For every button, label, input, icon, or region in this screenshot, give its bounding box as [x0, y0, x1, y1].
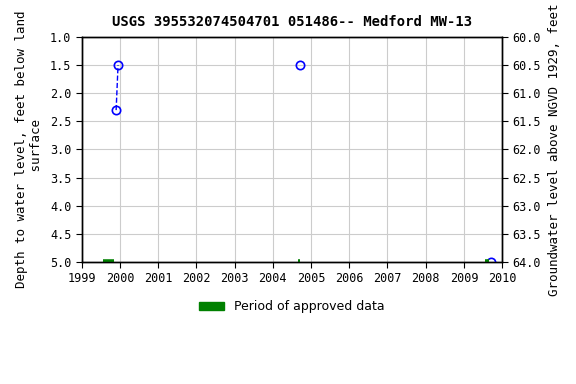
Y-axis label: Depth to water level, feet below land
 surface: Depth to water level, feet below land su… — [15, 11, 43, 288]
Legend: Period of approved data: Period of approved data — [194, 295, 390, 318]
Title: USGS 395532074504701 051486-- Medford MW-13: USGS 395532074504701 051486-- Medford MW… — [112, 15, 472, 29]
Y-axis label: Groundwater level above NGVD 1929, feet: Groundwater level above NGVD 1929, feet — [548, 3, 561, 296]
